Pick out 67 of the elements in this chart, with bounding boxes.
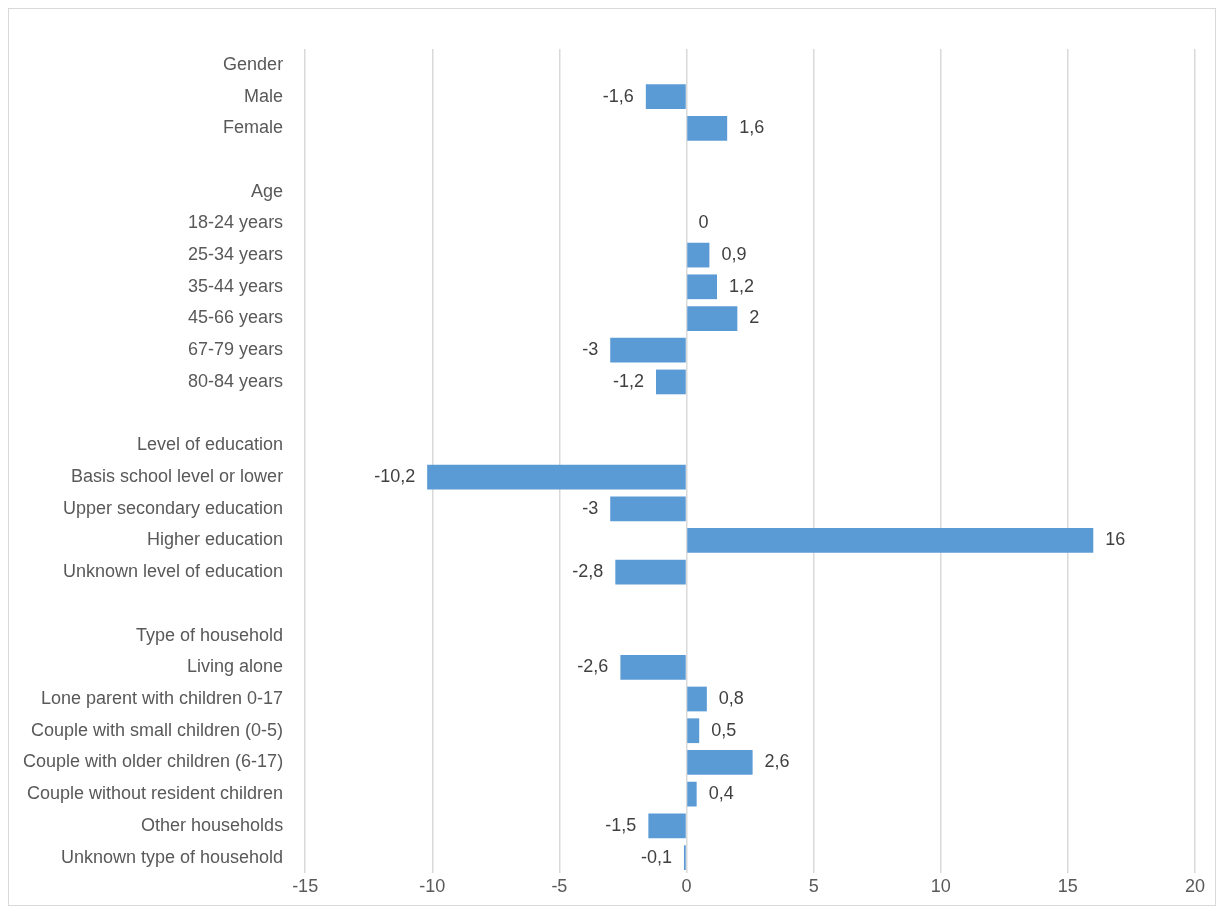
y-tick-label: Other households (141, 814, 284, 835)
data-label: 1,6 (739, 117, 765, 138)
x-tick-label: 20 (1184, 876, 1206, 897)
data-label: -1,6 (602, 85, 634, 106)
bar (687, 686, 707, 712)
y-tick-label: 18-24 years (188, 212, 284, 233)
data-label: -1,5 (605, 814, 637, 835)
data-label: 2,6 (764, 751, 790, 772)
data-label: -10,2 (374, 466, 416, 487)
bar (687, 306, 738, 331)
data-label: 0,9 (721, 244, 747, 265)
bar (687, 528, 1094, 553)
bar (687, 718, 700, 744)
bar (687, 242, 710, 268)
data-label: -2,6 (577, 656, 609, 677)
data-label: -1,2 (612, 370, 644, 391)
y-tick-label: Higher education (147, 529, 284, 550)
y-tick-label: Male (244, 85, 284, 106)
y-tick-label: Gender (223, 53, 284, 74)
y-tick-label: Basis school level or lower (71, 466, 284, 487)
data-label: -3 (582, 339, 599, 360)
y-tick-label: Couple with older children (6-17) (22, 751, 284, 772)
x-tick-label: 15 (1057, 876, 1078, 897)
data-label: -0,1 (640, 846, 672, 867)
y-tick-label: Living alone (187, 656, 284, 677)
bar (687, 781, 697, 807)
y-tick-label: 35-44 years (188, 275, 284, 296)
y-tick-label: 45-66 years (188, 307, 284, 328)
bar (687, 274, 718, 300)
data-label: 0 (698, 212, 709, 233)
y-tick-label: 80-84 years (188, 370, 284, 391)
bar (620, 654, 686, 680)
y-tick-label: Age (251, 180, 284, 201)
data-label: 0,5 (711, 719, 737, 740)
bar (687, 750, 753, 775)
x-tick-label: -15 (292, 876, 319, 897)
y-tick-label: Lone parent with children 0-17 (40, 687, 284, 708)
y-tick-label: Female (223, 117, 284, 138)
bar (610, 337, 686, 363)
bar (648, 813, 686, 839)
y-tick-label: Couple without resident children (26, 783, 284, 804)
y-tick-label: Upper secondary education (62, 497, 284, 518)
bar (610, 496, 686, 522)
bar (615, 559, 686, 585)
bar (427, 464, 686, 490)
data-label: 16 (1105, 529, 1126, 550)
x-tick-label: 0 (681, 876, 692, 897)
y-tick-label: Couple with small children (0-5) (31, 719, 284, 740)
x-tick-label: -10 (419, 876, 446, 897)
x-tick-label: 5 (808, 876, 819, 897)
data-label: 0,8 (718, 687, 744, 708)
data-label: -2,8 (572, 561, 604, 582)
bar (655, 369, 686, 395)
y-tick-label: 67-79 years (188, 339, 284, 360)
x-tick-label: 10 (930, 876, 951, 897)
data-label: 2 (749, 307, 760, 328)
data-label: 0,4 (708, 783, 734, 804)
x-tick-label: -5 (551, 876, 568, 897)
y-tick-label: Unknown level of education (62, 561, 284, 582)
data-label: -3 (582, 497, 599, 518)
data-label: 1,2 (729, 275, 755, 296)
y-tick-label: Unknown type of household (60, 846, 284, 867)
y-tick-label: Level of education (137, 434, 284, 455)
bar (645, 84, 686, 109)
y-tick-label: Type of household (136, 624, 284, 645)
y-tick-label: 25-34 years (188, 244, 284, 265)
bar (687, 115, 728, 141)
